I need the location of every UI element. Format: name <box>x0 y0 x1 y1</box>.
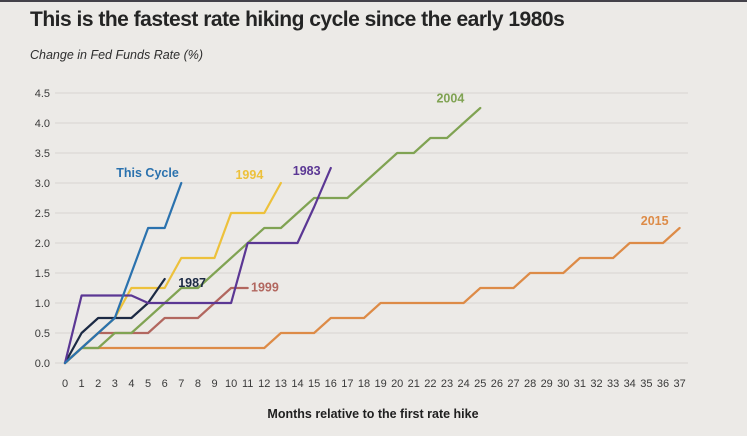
x-tick-label: 11 <box>242 378 253 390</box>
x-tick-label: 4 <box>128 378 134 390</box>
series-label-1999: 1999 <box>251 281 279 295</box>
x-tick-label: 15 <box>308 378 320 390</box>
x-tick-label: 22 <box>424 378 436 390</box>
y-tick-label: 4.5 <box>35 88 50 100</box>
series-line-2004 <box>63 106 482 365</box>
series-label-this-cycle: This Cycle <box>116 166 179 180</box>
x-tick-label: 9 <box>211 378 217 390</box>
x-axis-title: Months relative to the first rate hike <box>267 407 478 421</box>
y-tick-label: 2.5 <box>35 208 50 220</box>
x-tick-label: 6 <box>162 378 168 390</box>
series-label-2004: 2004 <box>436 92 464 106</box>
y-tick-label: 3.0 <box>35 178 50 190</box>
x-tick-label: 20 <box>391 378 403 390</box>
screen-top-edge <box>0 0 747 2</box>
x-tick-label: 12 <box>258 378 270 390</box>
y-tick-label: 0.0 <box>35 358 50 370</box>
x-tick-label: 8 <box>195 378 201 390</box>
series-line-2015 <box>63 226 681 365</box>
x-tick-label: 26 <box>491 378 503 390</box>
series-label-2015: 2015 <box>641 214 669 228</box>
x-tick-label: 32 <box>590 378 602 390</box>
y-tick-label: 2.0 <box>35 238 50 250</box>
x-tick-label: 23 <box>441 378 453 390</box>
x-tick-label: 24 <box>457 378 469 390</box>
x-tick-label: 30 <box>557 378 569 390</box>
x-tick-label: 19 <box>374 378 386 390</box>
x-tick-label: 29 <box>541 378 553 390</box>
series-line-this-cycle <box>63 181 183 365</box>
chart-title: This is the fastest rate hiking cycle si… <box>30 8 565 31</box>
x-tick-label: 25 <box>474 378 486 390</box>
y-tick-label: 4.0 <box>35 118 50 130</box>
x-tick-label: 21 <box>408 378 420 390</box>
series-label-1994: 1994 <box>235 168 263 182</box>
y-tick-label: 3.5 <box>35 148 50 160</box>
series-line-1999 <box>63 286 249 365</box>
x-tick-label: 2 <box>95 378 101 390</box>
x-tick-label: 37 <box>673 378 685 390</box>
x-tick-label: 1 <box>79 378 85 390</box>
x-tick-label: 28 <box>524 378 536 390</box>
x-tick-label: 18 <box>358 378 370 390</box>
x-tick-label: 5 <box>145 378 151 390</box>
x-tick-label: 27 <box>507 378 519 390</box>
x-tick-label: 7 <box>178 378 184 390</box>
series-line-1983 <box>63 166 332 365</box>
series-label-1983: 1983 <box>293 164 321 178</box>
series-label-1987: 1987 <box>178 276 206 290</box>
x-tick-label: 3 <box>112 378 118 390</box>
y-tick-label: 0.5 <box>35 328 50 340</box>
y-tick-label: 1.0 <box>35 298 50 310</box>
x-tick-label: 31 <box>574 378 586 390</box>
x-tick-label: 16 <box>325 378 337 390</box>
x-tick-label: 17 <box>341 378 353 390</box>
x-tick-label: 0 <box>62 378 68 390</box>
x-tick-label: 33 <box>607 378 619 390</box>
x-tick-label: 14 <box>291 378 303 390</box>
y-tick-label: 1.5 <box>35 268 50 280</box>
x-tick-label: 36 <box>657 378 669 390</box>
chart-subtitle: Change in Fed Funds Rate (%) <box>30 48 204 62</box>
x-tick-label: 34 <box>624 378 636 390</box>
x-tick-label: 10 <box>225 378 237 390</box>
x-tick-label: 35 <box>640 378 652 390</box>
x-tick-label: 13 <box>275 378 287 390</box>
